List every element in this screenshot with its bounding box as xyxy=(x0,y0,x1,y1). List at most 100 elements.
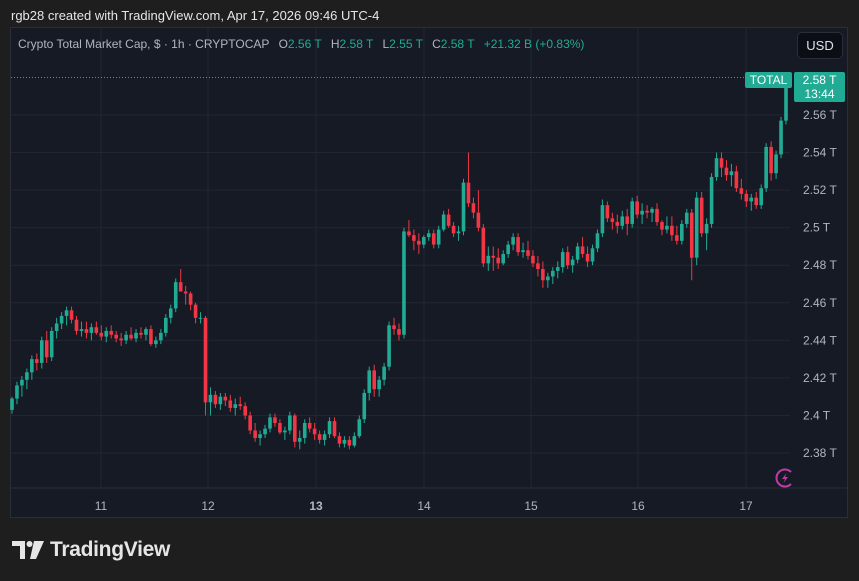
price-axis-label: 2.42 T xyxy=(803,371,837,385)
candle-body xyxy=(397,329,401,335)
candle-body xyxy=(407,231,411,236)
candle-body xyxy=(570,259,575,266)
candle-body xyxy=(744,193,749,202)
candle-body xyxy=(436,229,441,245)
candle-body xyxy=(39,340,44,363)
candle-body xyxy=(213,394,218,405)
symbol-description[interactable]: Crypto Total Market Cap, $ · 1h · CRYPTO… xyxy=(18,37,270,51)
candle-body xyxy=(322,434,327,440)
candle-body xyxy=(426,233,431,238)
candle-body xyxy=(183,291,188,294)
last-price-value: 2.58 T xyxy=(803,73,837,87)
candle-body xyxy=(481,227,486,264)
candle-body xyxy=(555,267,560,271)
candle-body xyxy=(680,223,684,241)
candle-body xyxy=(327,421,332,435)
candle-body xyxy=(620,216,625,226)
time-axis-label: 13 xyxy=(309,499,323,513)
candle-body xyxy=(79,329,84,331)
candle-body xyxy=(293,415,297,442)
candle-body xyxy=(238,404,243,407)
price-axis-label: 2.44 T xyxy=(803,333,837,347)
candle-body xyxy=(784,77,788,121)
candle-body xyxy=(54,323,59,331)
candle-body xyxy=(104,330,109,337)
candle-body xyxy=(99,332,104,337)
candle-body xyxy=(382,366,386,380)
symbol-tag-label: TOTAL xyxy=(750,73,788,87)
candle-body xyxy=(729,171,734,176)
candle-body xyxy=(724,167,729,176)
low-value: 2.55 T xyxy=(389,37,423,51)
candle-body xyxy=(615,222,620,226)
candle-body xyxy=(263,428,267,435)
candle-body xyxy=(412,235,416,241)
candle-body xyxy=(496,257,501,264)
candle-body xyxy=(531,255,535,264)
candle-body xyxy=(94,327,99,333)
candle-body xyxy=(451,225,456,234)
candle-body xyxy=(198,317,203,319)
candle-body xyxy=(377,379,381,390)
candle-body xyxy=(114,334,118,339)
close-value: 2.58 T xyxy=(440,37,475,51)
candle-body xyxy=(84,329,89,333)
candle-body xyxy=(312,428,317,435)
candle-body xyxy=(491,255,496,258)
candle-body xyxy=(109,330,114,335)
candle-body xyxy=(675,235,679,241)
candle-body xyxy=(208,394,213,403)
candle-body xyxy=(332,421,337,437)
candle-body xyxy=(670,225,674,236)
candle-body xyxy=(501,253,505,264)
candle-body xyxy=(387,325,391,367)
candle-body xyxy=(441,214,446,230)
candle-body xyxy=(159,332,163,341)
tradingview-logo-icon xyxy=(12,541,44,559)
candle-body xyxy=(635,201,639,215)
candle-body xyxy=(709,176,714,224)
candle-body xyxy=(446,214,451,226)
candle-body xyxy=(590,248,595,262)
candle-body xyxy=(188,293,193,305)
time-axis-label: 12 xyxy=(201,499,215,513)
chart-pane[interactable] xyxy=(10,27,848,518)
candle-body xyxy=(551,270,555,277)
price-axis-label: 2.4 T xyxy=(803,408,831,422)
price-axis-label: 2.48 T xyxy=(803,258,837,272)
candle-body xyxy=(124,334,128,341)
tradingview-branding: TradingView xyxy=(12,538,170,562)
candle-body xyxy=(228,400,233,408)
candle-body xyxy=(149,329,153,345)
price-axis-label: 2.38 T xyxy=(803,446,837,460)
candle-body xyxy=(218,396,223,405)
candle-body xyxy=(714,158,719,177)
lightning-icon[interactable] xyxy=(775,468,792,488)
candle-body xyxy=(575,246,580,260)
candle-body xyxy=(74,319,79,331)
candle-body xyxy=(347,439,352,446)
candle-body xyxy=(223,396,228,401)
candle-body xyxy=(749,197,754,202)
candle-body xyxy=(89,327,94,333)
candle-body xyxy=(655,208,659,223)
candle-body xyxy=(44,340,49,358)
candle-body xyxy=(134,332,138,339)
candle-body xyxy=(307,422,312,429)
candle-body xyxy=(164,317,168,333)
candle-body xyxy=(650,208,654,213)
candle-body xyxy=(417,240,421,245)
time-axis-label: 16 xyxy=(631,499,645,513)
candle-body xyxy=(297,438,302,442)
candle-body xyxy=(466,182,471,204)
candle-body xyxy=(203,317,208,403)
candles xyxy=(10,77,788,450)
candle-body xyxy=(694,197,699,258)
currency-button[interactable]: USD xyxy=(797,32,843,59)
high-label: H xyxy=(330,37,340,51)
candle-body xyxy=(476,212,481,228)
candle-body xyxy=(49,330,54,358)
candle-body xyxy=(486,255,491,264)
candle-body xyxy=(367,370,372,393)
